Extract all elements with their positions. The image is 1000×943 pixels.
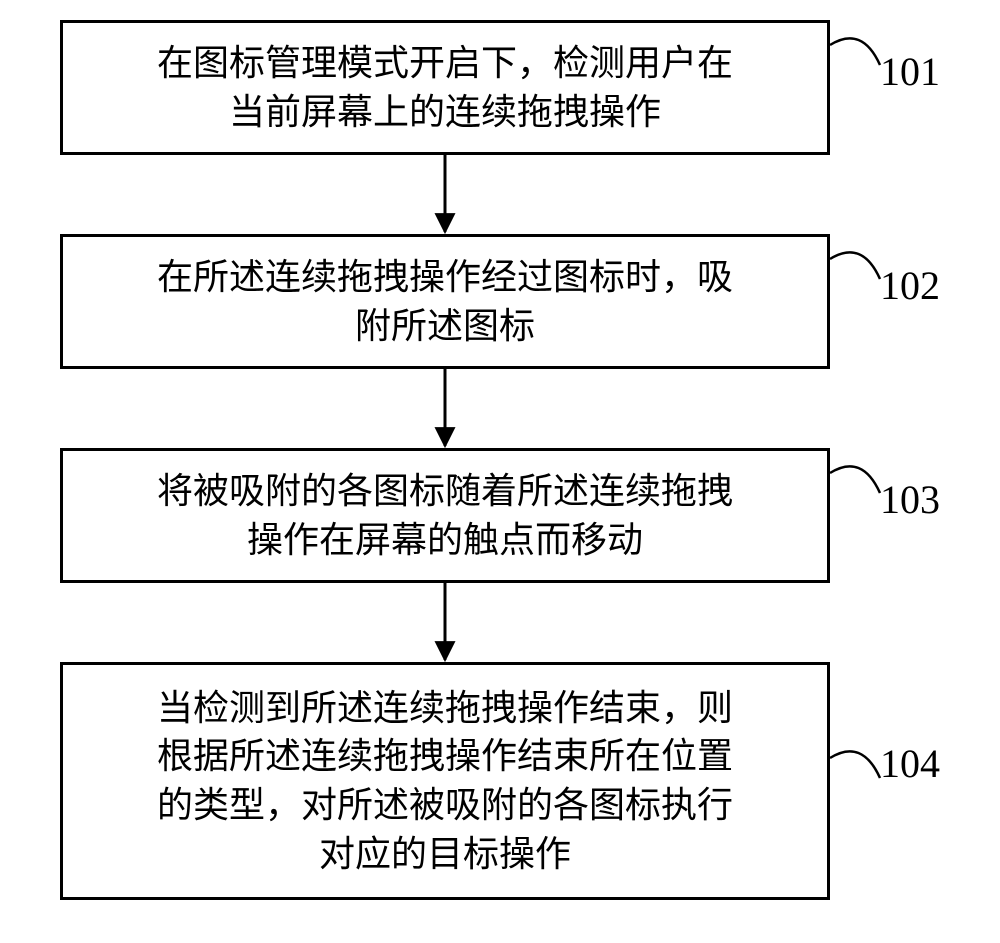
- flow-node-104: 当检测到所述连续拖拽操作结束，则 根据所述连续拖拽操作结束所在位置 的类型，对所…: [60, 662, 830, 900]
- label-connector-104: [830, 751, 880, 778]
- label-connector-101: [830, 38, 880, 65]
- flow-node-102: 在所述连续拖拽操作经过图标时，吸 附所述图标: [60, 234, 830, 369]
- flow-label-101: 101: [880, 48, 940, 95]
- flow-node-101: 在图标管理模式开启下，检测用户在 当前屏幕上的连续拖拽操作: [60, 20, 830, 155]
- flow-label-103: 103: [880, 476, 940, 523]
- flow-node-102-text: 在所述连续拖拽操作经过图标时，吸 附所述图标: [157, 253, 733, 350]
- flow-node-104-text: 当检测到所述连续拖拽操作结束，则 根据所述连续拖拽操作结束所在位置 的类型，对所…: [157, 684, 733, 878]
- label-connector-103: [830, 466, 880, 493]
- flow-node-101-text: 在图标管理模式开启下，检测用户在 当前屏幕上的连续拖拽操作: [157, 39, 733, 136]
- flow-node-103-text: 将被吸附的各图标随着所述连续拖拽 操作在屏幕的触点而移动: [157, 467, 733, 564]
- flow-label-104: 104: [880, 740, 940, 787]
- label-connector-102: [830, 252, 880, 279]
- flow-node-103: 将被吸附的各图标随着所述连续拖拽 操作在屏幕的触点而移动: [60, 448, 830, 583]
- flow-label-102: 102: [880, 262, 940, 309]
